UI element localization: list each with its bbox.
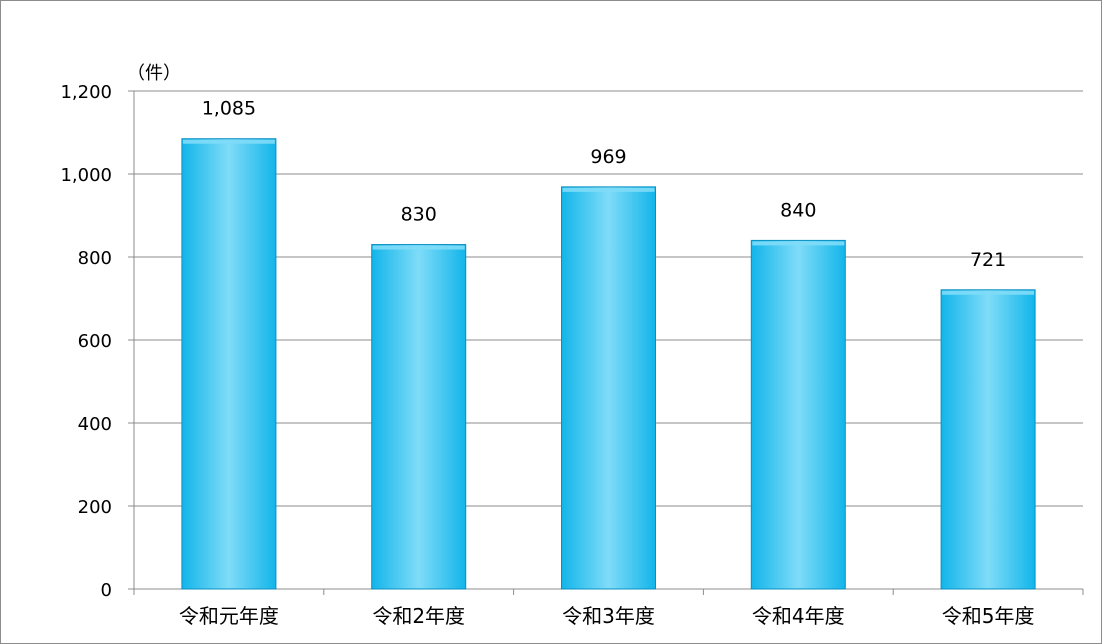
bar <box>182 139 276 589</box>
y-unit-label: （件） <box>127 63 181 84</box>
bar-top-highlight <box>942 291 1034 295</box>
y-tick-label: 0 <box>101 580 112 601</box>
data-label: 721 <box>970 249 1006 271</box>
data-label: 840 <box>780 199 816 221</box>
x-category-label: 令和2年度 <box>372 604 465 628</box>
bar-top-highlight <box>183 140 275 144</box>
bar <box>751 240 845 589</box>
y-tick-label: 400 <box>78 414 112 435</box>
bar-top-highlight <box>563 188 655 192</box>
y-tick-label: 1,200 <box>60 82 112 103</box>
x-category-label: 令和5年度 <box>942 604 1035 628</box>
x-category-label: 令和4年度 <box>752 604 845 628</box>
y-tick-label: 1,000 <box>60 165 112 186</box>
x-category-label: 令和3年度 <box>562 604 655 628</box>
bar <box>372 245 466 589</box>
bar-top-highlight <box>373 246 465 250</box>
bar <box>562 187 656 589</box>
y-tick-label: 800 <box>78 248 112 269</box>
y-tick-label: 200 <box>78 497 112 518</box>
data-label: 1,085 <box>202 98 256 120</box>
data-label: 969 <box>590 146 626 168</box>
data-label: 830 <box>401 204 437 226</box>
bar-top-highlight <box>752 241 844 245</box>
y-tick-label: 600 <box>78 331 112 352</box>
bar <box>941 290 1035 589</box>
x-category-label: 令和元年度 <box>179 604 279 628</box>
